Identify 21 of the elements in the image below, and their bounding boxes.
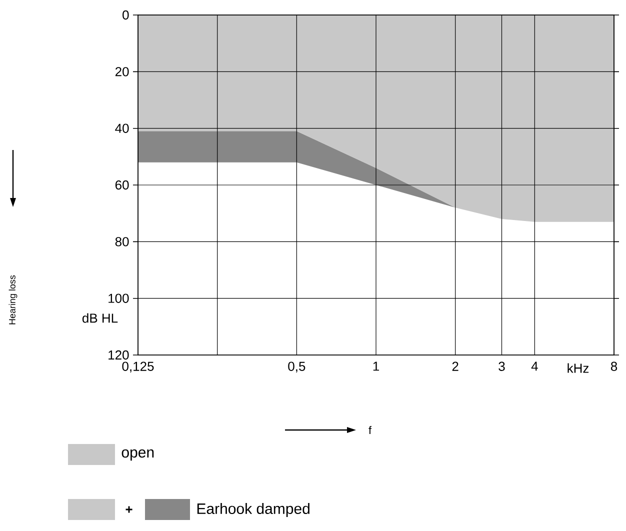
y-tick-label: 60 <box>115 180 129 190</box>
y-tick-label: 120 <box>108 350 129 360</box>
text: Hearing loss <box>8 275 18 324</box>
text: kHz <box>568 363 589 373</box>
x-axis-title: f <box>368 426 372 434</box>
text: dB HL <box>82 313 118 323</box>
x-tick-label: 8 <box>610 362 618 371</box>
x-tick-label: 0,125 <box>122 362 154 372</box>
y-tick-label: 100 <box>108 294 129 303</box>
x-tick-label: 4 <box>531 362 538 371</box>
x-tick-label: 1 <box>373 362 379 371</box>
y-tick-label: 20 <box>115 67 129 76</box>
y-tick-label: 80 <box>115 237 129 246</box>
legend-label: open <box>122 449 154 461</box>
x-tick-label: 0,5 <box>288 362 306 372</box>
y-tick-label: 40 <box>115 124 129 133</box>
y-tick-label: 0 <box>122 10 129 20</box>
legend-label: Earhook damped <box>197 503 310 517</box>
x-tick-label: 2 <box>452 362 458 371</box>
x-tick-label: 3 <box>498 362 505 371</box>
text: + <box>126 506 132 513</box>
